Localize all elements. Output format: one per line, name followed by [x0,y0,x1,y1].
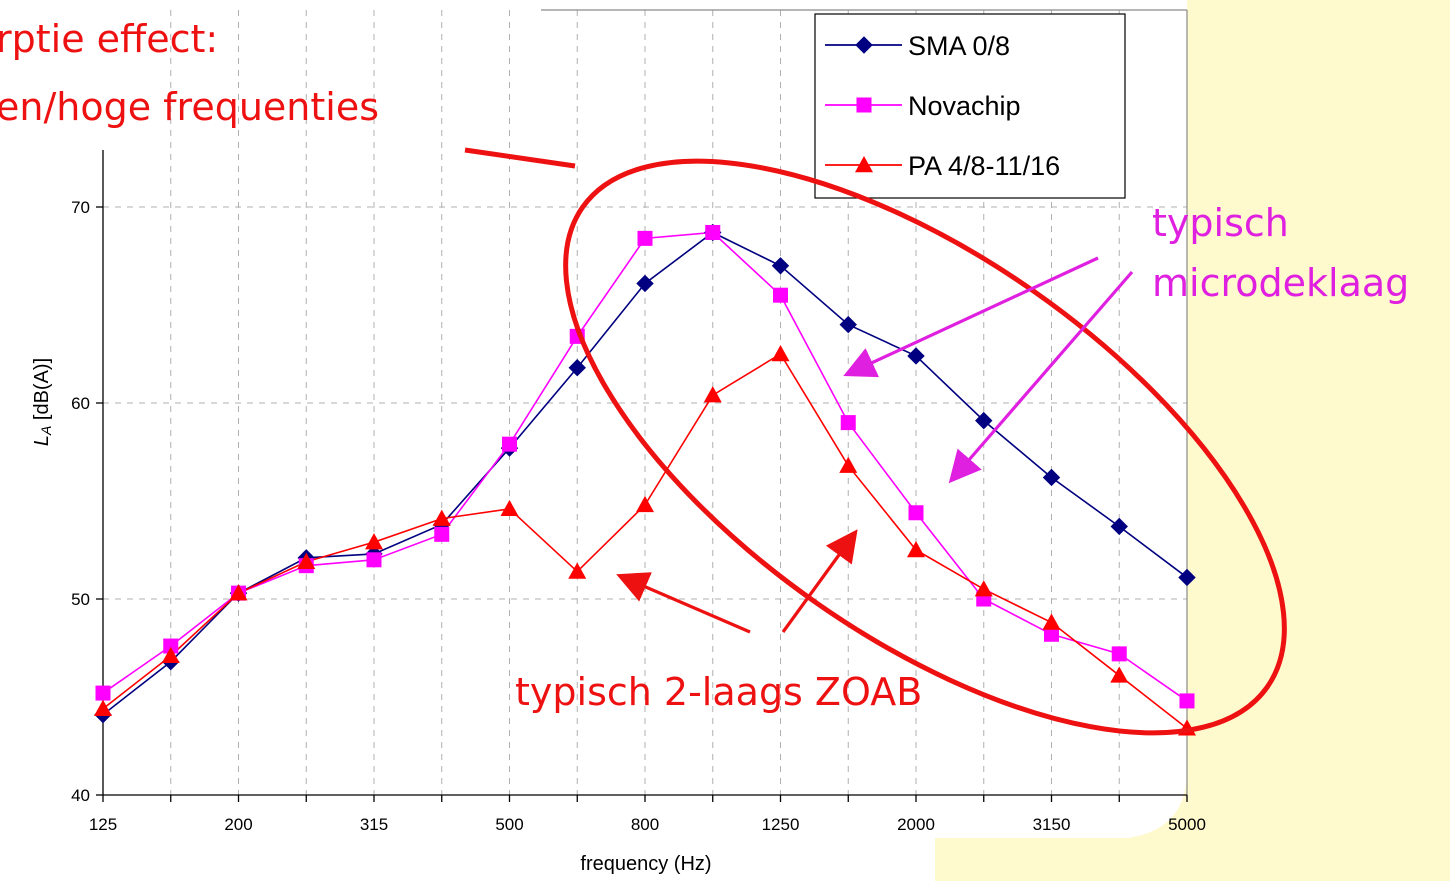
legend-label: Novachip [908,91,1021,121]
data-point [855,36,873,54]
data-point [636,274,654,293]
data-point [163,638,179,654]
data-point [856,97,872,113]
y-axis-title-main: L [31,435,53,446]
data-point [568,562,587,579]
arrow-zoab-1 [616,572,751,634]
y-axis-title: LA [dB(A)] [31,358,54,446]
data-point [568,359,586,377]
data-point [229,584,248,601]
data-point [434,526,450,542]
annotations: rptie effect: en/hoge frequenties typisc… [0,17,1409,736]
x-tick-label: 800 [631,815,659,834]
data-point [907,347,925,365]
data-point [161,646,180,664]
annotation-microdeklaag-line2: microdeklaag [1152,261,1409,305]
legend: SMA 0/8 Novachip PA 4/8-11/16 [814,13,1126,199]
x-tick-label: 200 [224,815,252,834]
data-point [1044,626,1059,642]
data-point [773,287,788,303]
x-axis-title: frequency (Hz) [580,853,711,875]
y-tick-label: 40 [71,786,90,805]
data-point [705,224,721,240]
x-tick-label: 500 [495,815,523,834]
x-tick-label: 125 [89,815,117,834]
data-point [840,415,856,431]
y-tick-label: 50 [71,590,90,609]
data-point [908,505,924,521]
x-tick-label: 2000 [897,815,935,834]
data-point [974,580,993,597]
data-point [94,699,112,716]
data-point [703,386,722,403]
x-tick-label: 5000 [1168,815,1206,834]
data-point [1042,468,1061,487]
data-point [839,315,857,334]
x-tick-label: 3150 [1033,815,1071,834]
data-point [1110,517,1128,536]
data-point [1179,693,1195,709]
data-point [839,456,858,473]
data-point [975,411,993,430]
arrow-microdeklaag-2 [948,270,1134,484]
annotation-microdeklaag-line1: typisch [1152,201,1289,245]
data-point [500,499,519,517]
highlight-ellipse [563,158,1287,736]
y-tick-label: 60 [71,394,90,413]
y-axis-title-sub: A [38,426,54,436]
data-point [432,509,451,526]
data-point [771,257,790,275]
arrow-microdeklaag-1 [843,256,1099,378]
data-point [502,436,517,452]
y-axis-title-rest: [dB(A)] [31,358,53,426]
data-point [297,552,316,569]
chart-area [0,0,1187,881]
data-point [1042,613,1061,630]
data-point [636,495,654,513]
title-pointer-line [464,147,576,169]
data-point [365,533,383,550]
data-point [1111,646,1127,662]
legend-label: SMA 0/8 [908,31,1010,61]
x-tick-label: 315 [360,815,388,834]
annotation-zoab: typisch 2-laags ZOAB [515,670,922,714]
x-tick-label: 1250 [762,815,800,834]
data-point [771,345,790,362]
y-tick-label: 70 [71,198,90,217]
data-point [855,156,873,173]
data-point [907,541,925,558]
data-point [95,685,111,701]
annotation-title-line1: rptie effect: [0,17,218,61]
annotation-title-line2: en/hoge frequenties [0,85,379,129]
data-point [366,552,382,568]
data-point [1178,568,1196,587]
data-point [637,230,653,246]
data-point [1110,666,1129,683]
legend-label: PA 4/8-11/16 [908,151,1060,181]
arrow-zoab-2 [781,529,858,633]
markers-group [94,223,1196,736]
